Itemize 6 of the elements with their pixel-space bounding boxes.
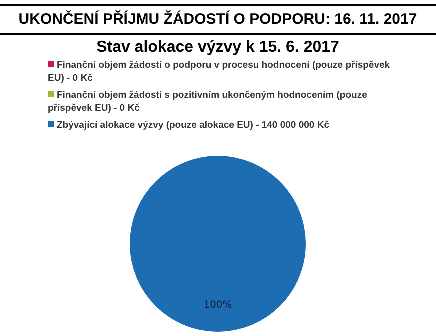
legend-label: Zbývající alokace výzvy (pouze alokace EU) - 140 000 000 Kč (56, 119, 330, 132)
legend-label: Finanční objem žádostí o podporu v procesu hodnocení (pouze příspěvek EU) - 0 Kč (48, 59, 392, 85)
chart-title: UKONČENÍ PŘÍJMU ŽÁDOSTÍ O PODPORU: 16. 11. 2017 (0, 4, 436, 35)
data-label: 100% (204, 300, 232, 312)
chart-subtitle: Stav alokace výzvy k 15. 6. 2017 (96, 39, 340, 57)
legend-label: Finanční objem žádostí s pozitivním ukončeným hodnocením (pouze příspěvek EU) - 0 Kč (48, 89, 368, 115)
